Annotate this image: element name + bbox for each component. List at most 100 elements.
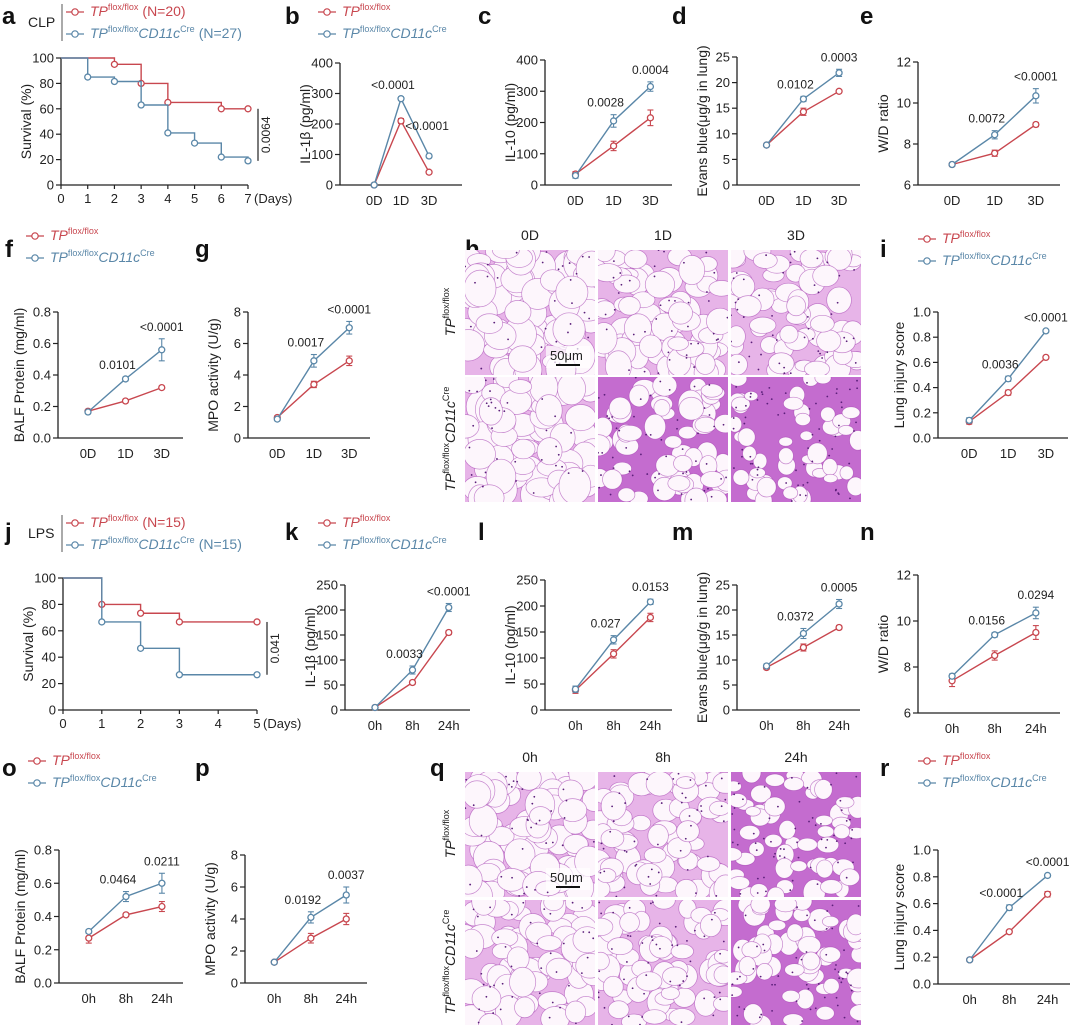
x-tick-label: 8h <box>1002 992 1016 1007</box>
data-point <box>835 623 843 632</box>
survival-curve <box>63 577 257 676</box>
legend-label: TPflox/flox <box>942 229 991 246</box>
column-label: 1D <box>654 227 672 243</box>
legend-item: TPflox/floxCD11cCre <box>318 535 447 552</box>
y-tick-label: 0.2 <box>33 399 51 414</box>
gene-name: TP <box>942 252 961 268</box>
sample-size: (N=27) <box>199 25 242 41</box>
allele-superscript: Cre <box>1032 773 1047 783</box>
data-point <box>110 60 119 68</box>
y-tick-label: 0.0 <box>33 431 51 446</box>
x-tick-label: 0D <box>80 446 97 461</box>
y-tick-label: 40 <box>42 650 56 665</box>
data-point <box>609 142 618 150</box>
p-value: 0.041 <box>268 633 282 663</box>
y-tick-label: 0.8 <box>913 869 931 884</box>
p-value: 0.0037 <box>328 868 365 882</box>
data-point <box>408 666 417 674</box>
row-label: TPflox/floxCD11cCre <box>441 910 458 1015</box>
y-tick-label: 12 <box>897 568 911 583</box>
panel-letter: k <box>285 519 299 546</box>
panel-l: l 0 50 100 150 200 250 IL-10 (pg/ml) 0h 8h 24h 0.02… <box>478 519 672 733</box>
y-tick-label: 400 <box>516 53 538 68</box>
y-axis-label: MPO activity (U/g) <box>205 318 221 432</box>
scale-bar-label: 50μm <box>550 348 583 363</box>
y-tick-label: 0 <box>47 178 54 193</box>
allele-superscript: flox/flox <box>960 773 991 783</box>
legend-label: TPflox/floxCD11cCre <box>52 773 157 790</box>
x-tick-label: 3 <box>138 191 145 206</box>
y-tick-label: 0.8 <box>913 330 931 345</box>
p-value: <0.0001 <box>1026 855 1070 869</box>
panel-h: h0D 1D 3DTPflox/floxTPflox/floxCD11cCre50μ… <box>441 227 861 502</box>
x-tick-label: 1D <box>605 193 622 208</box>
gene-name: TP <box>442 996 458 1015</box>
data-point <box>948 672 956 680</box>
legend-item: TPflox/flox <box>28 751 101 768</box>
legend-item: TPflox/flox (N=15) <box>66 513 186 530</box>
x-tick-label: 8h <box>987 721 1001 736</box>
data-point <box>445 603 453 612</box>
y-tick-label: 0 <box>723 178 730 193</box>
y-axis-label: IL-1β (pg/ml) <box>302 608 318 688</box>
p-value: 0.0003 <box>821 50 858 64</box>
p-value: 0.0211 <box>144 854 180 868</box>
data-point <box>799 95 808 103</box>
legend-label: TPflox/floxCD11cCre <box>942 773 1047 790</box>
x-tick-label: 0D <box>567 193 584 208</box>
y-axis-label: IL-10 (pg/ml) <box>502 605 518 684</box>
panel-letter: o <box>2 755 17 782</box>
survival-curve <box>61 57 248 110</box>
gene-name: TP <box>342 3 361 19</box>
histology-image <box>598 377 728 502</box>
data-point <box>84 73 92 81</box>
allele-superscript: flox/flox <box>960 229 991 239</box>
y-tick-label: 100 <box>516 146 538 161</box>
allele-superscript: flox/flox <box>360 24 391 34</box>
allele-superscript: flox/flox <box>441 442 451 473</box>
y-tick-label: 80 <box>42 597 56 612</box>
x-tick-label: 24h <box>1025 721 1047 736</box>
data-point <box>164 129 172 137</box>
y-tick-label: 250 <box>316 578 338 593</box>
x-tick-label: 4 <box>164 191 171 206</box>
legend-item: TPflox/flox (N=20) <box>66 2 186 19</box>
data-point <box>571 171 580 180</box>
panel-letter: d <box>672 3 687 30</box>
y-tick-label: 0 <box>234 431 241 446</box>
y-axis-label: BALF Protein (mg/ml) <box>12 849 28 984</box>
histology-image <box>598 250 728 375</box>
histology-image <box>598 772 728 897</box>
p-value: 0.0192 <box>285 893 322 907</box>
gene-name: CD11c <box>138 25 180 41</box>
data-point <box>98 618 106 626</box>
y-tick-label: 2 <box>231 944 238 959</box>
legend-marker-icon <box>71 519 79 527</box>
legend-marker-icon <box>71 8 79 16</box>
panel-letter: n <box>860 519 875 546</box>
y-tick-label: 4 <box>234 368 241 383</box>
data-point <box>253 671 261 679</box>
data-point <box>1032 628 1040 637</box>
y-tick-label: 150 <box>316 628 338 643</box>
data-point <box>799 108 808 116</box>
y-tick-label: 8 <box>904 137 911 152</box>
panel-q: q 0h 8h 24hTPflox/floxTPflox/floxCD11cCre50… <box>430 749 861 1025</box>
allele-superscript: flox/flox <box>108 535 139 545</box>
column-label: 24h <box>784 749 807 765</box>
p-value: 0.0372 <box>777 610 814 624</box>
y-tick-label: 0.0 <box>913 977 931 992</box>
p-value: 0.0033 <box>386 647 423 661</box>
x-tick-label: 0 <box>59 716 66 731</box>
panel-o: o TPflox/floxTPflox/floxCD11cCre0.00.20.4… <box>2 751 183 1006</box>
y-tick-label: 200 <box>316 603 338 618</box>
y-tick-label: 15 <box>716 628 730 643</box>
y-tick-label: 100 <box>516 651 538 666</box>
x-tick-label: 24h <box>438 718 460 733</box>
legend-label: TPflox/floxCD11cCre <box>50 248 155 265</box>
data-point <box>1005 903 1013 912</box>
x-tick-label: 8h <box>796 718 810 733</box>
x-tick-label: 0h <box>759 718 773 733</box>
y-tick-label: 100 <box>34 571 56 586</box>
